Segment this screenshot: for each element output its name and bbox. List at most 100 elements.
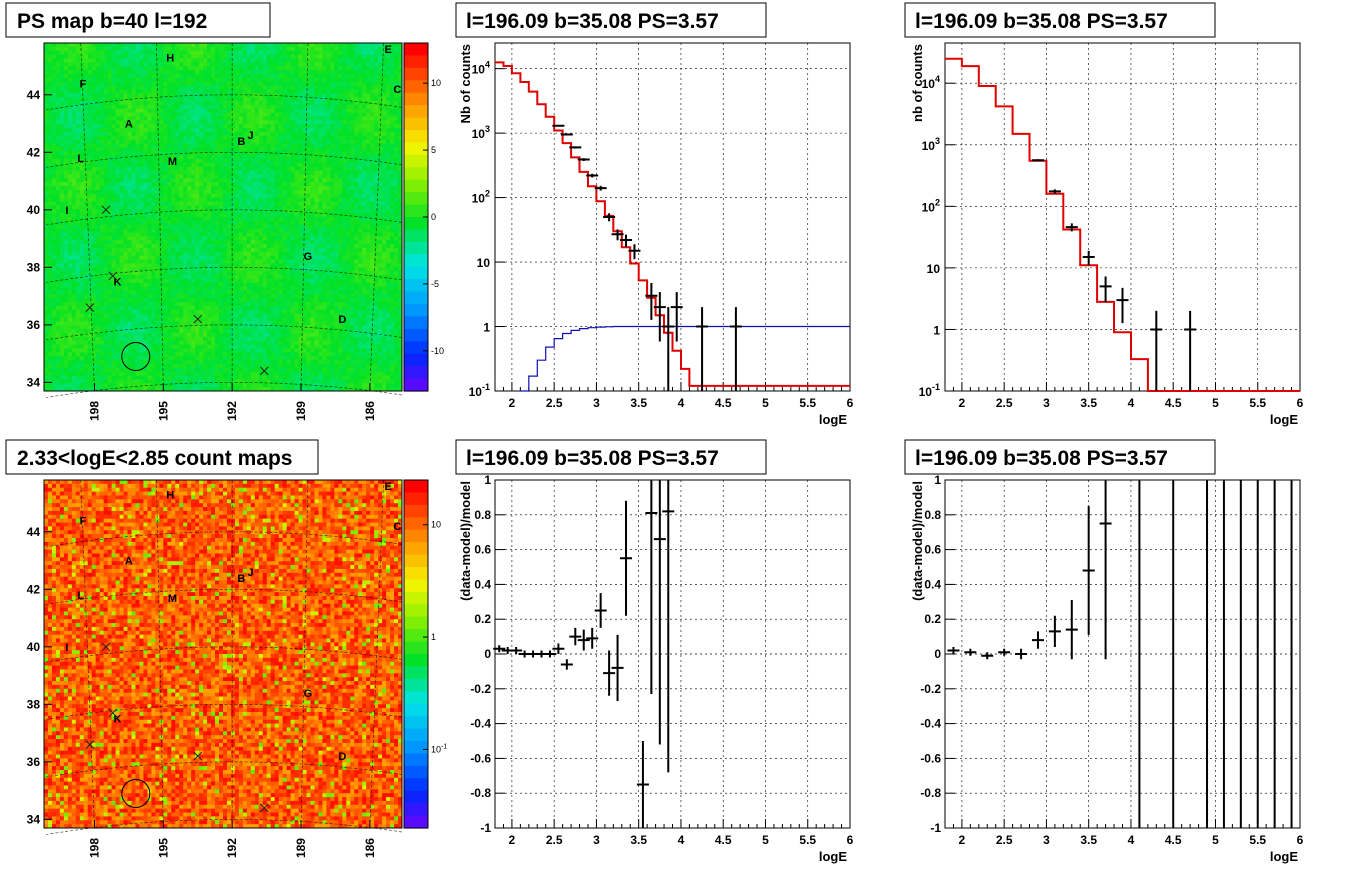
- source-label: K: [113, 277, 121, 289]
- graticule-lon-line: [369, 479, 384, 829]
- map-y-tick-label: 40: [27, 203, 41, 217]
- colorbar-tick-label: 1: [431, 632, 436, 642]
- map-x-tick-label: 186: [363, 401, 377, 421]
- data-point: [653, 292, 666, 342]
- data-point: [670, 292, 683, 342]
- source-marker: [193, 751, 203, 761]
- colorbar-tick-label: 10: [431, 520, 441, 530]
- source-label: B: [237, 136, 245, 148]
- source-label: C: [393, 84, 401, 96]
- residual-point: [603, 650, 616, 696]
- source-label: I: [65, 205, 68, 217]
- graticule-lon-line: [369, 42, 384, 392]
- spectrum-left-xlabel: logE: [819, 412, 847, 427]
- map-y-tick-label: 44: [27, 88, 41, 102]
- residual-point: [1099, 480, 1112, 660]
- y-tick-label: 0.8: [924, 508, 941, 522]
- spectrum-right-plot: 2 2.5 3 3.5 4 4.5 5 5.5 6 10-1 1 10 102 103 104: [919, 42, 1304, 410]
- x-tick-label: 2: [509, 396, 516, 410]
- graticule-lat-line: [46, 819, 403, 835]
- map-y-tick-label: 36: [27, 755, 41, 769]
- y-tick-label: 0.6: [924, 543, 941, 557]
- x-tick-label: 5: [1212, 833, 1219, 847]
- graticule-lon-line: [300, 479, 309, 829]
- data-point: [1048, 189, 1061, 194]
- map-y-tick-label: 34: [27, 812, 41, 826]
- x-tick-label: 2.5: [546, 396, 563, 410]
- residual-point: [964, 648, 977, 656]
- residual-point: [947, 647, 960, 654]
- y-tick-label: -0.2: [470, 682, 491, 696]
- colorbar-tick-label: -5: [431, 279, 439, 289]
- map-y-tick-label: 38: [27, 697, 41, 711]
- residual-point: [1015, 648, 1028, 660]
- data-point: [696, 307, 709, 391]
- graticule-lon-line: [156, 479, 164, 829]
- count-map-grid: [46, 479, 403, 835]
- spectrum-right-ylabel: nb of counts: [910, 44, 925, 122]
- residual-point: [645, 480, 658, 695]
- spectrum-left-ylabel: Nb of counts: [458, 44, 473, 123]
- y-tick-label: -0.4: [920, 717, 941, 731]
- y-tick-label: 103: [922, 136, 940, 153]
- graticule-lat-line: [46, 151, 403, 168]
- map-x-tick-label: 198: [87, 838, 101, 858]
- source-label: L: [77, 153, 84, 165]
- residual-point: [543, 650, 556, 658]
- y-tick-label: 10: [477, 256, 491, 270]
- x-tick-label: 4.5: [1165, 833, 1182, 847]
- model-histogram: [495, 61, 850, 387]
- map-y-tick-label: 40: [27, 640, 41, 654]
- graticule-lat-line: [46, 703, 403, 720]
- spectrum-left-title: l=196.09 b=35.08 PS=3.57: [466, 10, 719, 33]
- map-y-tick-label: 42: [27, 582, 41, 596]
- colorbar-tick-label: 0: [431, 212, 436, 222]
- source-label: B: [237, 573, 245, 585]
- data-point: [1099, 276, 1112, 303]
- efficiency-curve: [520, 325, 850, 392]
- data-point: [560, 133, 573, 136]
- count-map-sources: A B C D E F G H I J K L M: [65, 481, 401, 813]
- data-point: [569, 146, 582, 149]
- source-label: C: [393, 521, 401, 533]
- y-tick-label: 0.2: [924, 612, 941, 626]
- residual-point: [552, 643, 565, 654]
- residual-right-ylabel: (data-model)/model: [910, 481, 925, 601]
- residual-point: [662, 480, 675, 773]
- x-tick-label: 2: [959, 396, 966, 410]
- map-y-tick-label: 38: [27, 260, 41, 274]
- graticule-lon-line: [80, 42, 95, 392]
- data-point: [1082, 250, 1095, 266]
- source-marker: [259, 366, 269, 376]
- map-x-tick-label: 189: [294, 838, 308, 858]
- graticule-lat-line: [46, 324, 403, 341]
- y-tick-label: -0.6: [920, 751, 941, 765]
- source-label: H: [166, 52, 174, 64]
- residual-point: [611, 634, 624, 701]
- x-tick-label: 6: [847, 833, 854, 847]
- source-label: D: [338, 751, 346, 763]
- residual-point: [981, 652, 994, 660]
- count-map-title: 2.33<logE<2.85 count maps: [17, 447, 292, 470]
- graticule-lat-line: [46, 761, 403, 778]
- source-label: M: [168, 156, 177, 168]
- x-tick-label: 3: [593, 396, 600, 410]
- source-label: D: [338, 314, 346, 326]
- x-tick-label: 5: [762, 396, 769, 410]
- source-label: A: [125, 119, 133, 131]
- residual-point: [560, 659, 573, 670]
- data-point: [552, 124, 565, 127]
- data-point: [611, 229, 624, 241]
- residual-point: [1082, 506, 1095, 635]
- y-tick-label: 0: [484, 647, 491, 661]
- x-tick-label: 3.5: [630, 833, 647, 847]
- source-marker: [85, 740, 95, 749]
- source-label: J: [247, 567, 253, 579]
- x-tick-label: 5.5: [1249, 833, 1266, 847]
- x-tick-label: 2: [959, 833, 966, 847]
- residual-point: [653, 480, 666, 745]
- y-tick-label: 102: [472, 189, 490, 206]
- y-tick-label: 10-1: [919, 382, 940, 399]
- y-tick-label: 1: [484, 473, 491, 487]
